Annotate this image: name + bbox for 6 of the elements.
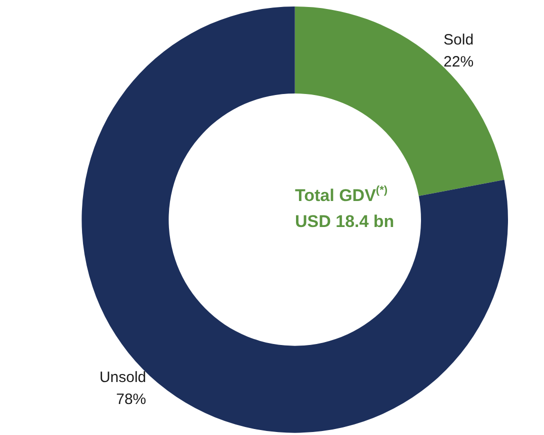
text: Total GDV(*) xyxy=(295,184,388,205)
slice-label: Sold xyxy=(444,31,474,48)
text: USD 18.4 bn xyxy=(295,212,394,231)
slice-label: Unsold xyxy=(99,369,146,386)
data-label: 78% xyxy=(116,391,146,408)
data-label: 22% xyxy=(444,53,474,70)
